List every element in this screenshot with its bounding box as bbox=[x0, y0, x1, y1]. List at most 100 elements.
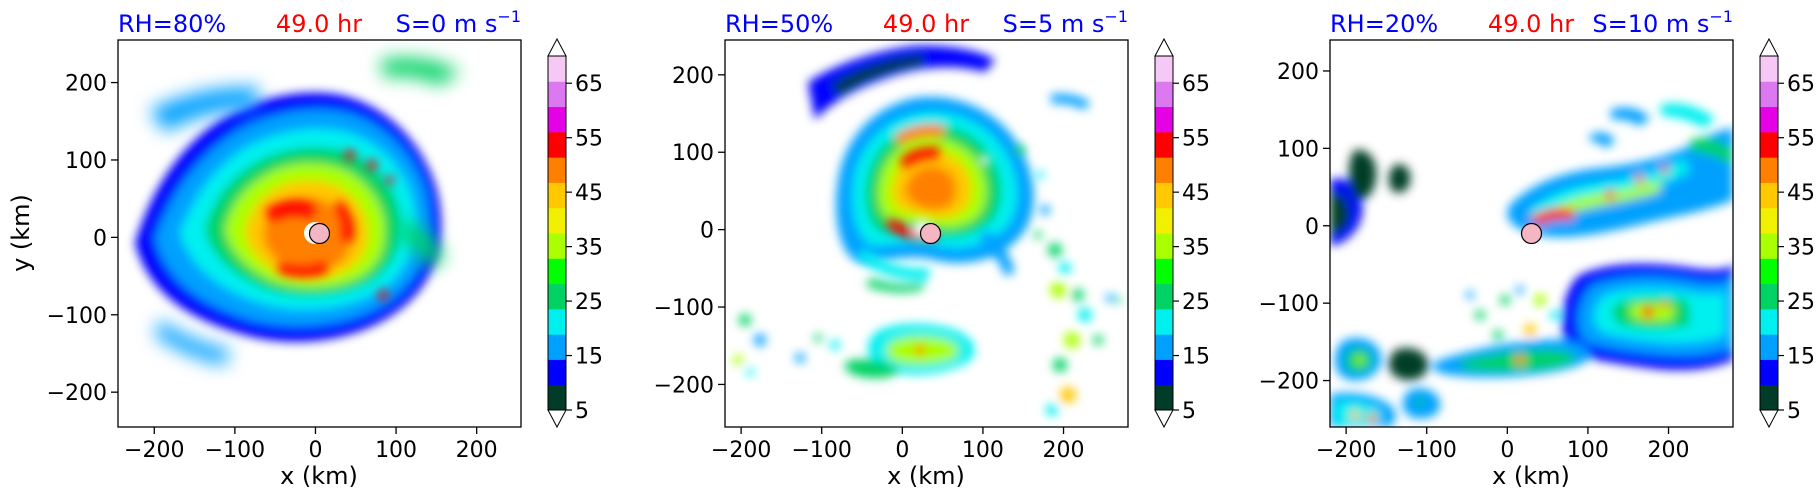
panel-3-frame bbox=[1329, 39, 1734, 428]
colorbar-frame bbox=[1154, 55, 1174, 411]
x-tick-label: 0 bbox=[895, 438, 909, 463]
panel-2-title-right-exp: −1 bbox=[1104, 7, 1128, 26]
colorbar-tick-label: 45 bbox=[575, 181, 603, 206]
panel-2-field bbox=[725, 40, 1128, 427]
panel-3-colorbar: 5 15 25 35 45 55 65 bbox=[1759, 37, 1815, 429]
panel-1-title-right-main: S=0 m s bbox=[396, 10, 498, 38]
y-tick-label: −100 bbox=[47, 304, 107, 329]
panel-2-xlabel: x (km) bbox=[887, 462, 965, 490]
colorbar-tick-label: 65 bbox=[1182, 72, 1210, 97]
colorbar-segment bbox=[548, 207, 566, 234]
colorbar-segment bbox=[1760, 384, 1778, 411]
x-tick-label: 200 bbox=[1043, 438, 1085, 463]
y-tick-label: −100 bbox=[654, 296, 714, 321]
panel-1-ylabel: y (km) bbox=[7, 194, 35, 272]
colorbar-extend-max bbox=[547, 37, 567, 57]
colorbar-segment bbox=[548, 283, 566, 310]
colorbar-segment bbox=[548, 56, 566, 82]
colorbar-segment bbox=[1760, 131, 1778, 158]
colorbar-segment bbox=[548, 81, 566, 108]
x-tick-label: 200 bbox=[456, 438, 498, 463]
colorbar-segment bbox=[548, 106, 566, 133]
colorbar-frame bbox=[1759, 55, 1779, 411]
colorbar-segment bbox=[548, 308, 566, 335]
colorbar-segment bbox=[1155, 258, 1173, 285]
y-tick-label: 100 bbox=[1277, 137, 1319, 162]
x-tick-label: 0 bbox=[1500, 438, 1514, 463]
colorbar-tick-label: 15 bbox=[1182, 345, 1210, 370]
x-tick-label: −200 bbox=[1316, 438, 1376, 463]
x-tick-label: −200 bbox=[711, 438, 771, 463]
panel-1-title-center: 49.0 hr bbox=[276, 10, 362, 38]
panel-2-title-center: 49.0 hr bbox=[883, 10, 969, 38]
panel-3-title-left: RH=20% bbox=[1330, 10, 1438, 38]
panel-3-y-ticks: −200 −100 0 100 200 bbox=[1259, 60, 1330, 395]
panel-2-title-right: S=5 m s−1 bbox=[1003, 7, 1128, 38]
colorbar-segment bbox=[1155, 182, 1173, 209]
x-tick-label: 200 bbox=[1648, 438, 1690, 463]
panel-1-colorbar: 5 15 25 35 45 55 65 bbox=[547, 37, 603, 429]
x-tick-label: −100 bbox=[1397, 438, 1457, 463]
colorbar-segment bbox=[1760, 182, 1778, 209]
colorbar-tick-label: 35 bbox=[1182, 236, 1210, 261]
colorbar-segment bbox=[548, 258, 566, 285]
colorbar-segment bbox=[1155, 359, 1173, 386]
panel-2: RH=50% 49.0 hr S=5 m s−1 bbox=[654, 7, 1129, 490]
colorbar-segment bbox=[548, 359, 566, 386]
colorbar-tick-label: 55 bbox=[575, 127, 603, 152]
colorbar-segment bbox=[1760, 258, 1778, 285]
panel-1-center-marker bbox=[308, 222, 331, 245]
x-tick-label: −100 bbox=[205, 438, 265, 463]
colorbar-segment bbox=[1155, 233, 1173, 259]
y-tick-label: 100 bbox=[65, 149, 107, 174]
panel-2-y-ticks: −200 −100 0 100 200 bbox=[654, 64, 725, 398]
colorbar-segment bbox=[1760, 359, 1778, 386]
colorbar-tick-label: 35 bbox=[1787, 236, 1815, 261]
colorbar-tick-label: 45 bbox=[1787, 181, 1815, 206]
panel-3-x-ticks: −200 −100 0 100 200 bbox=[1316, 427, 1690, 463]
panel-1-title-right-exp: −1 bbox=[497, 7, 521, 26]
colorbar-tick-label: 55 bbox=[1182, 127, 1210, 152]
colorbar-tick-label: 65 bbox=[1787, 72, 1815, 97]
panel-2-frame bbox=[724, 39, 1129, 428]
colorbar-tick-label: 55 bbox=[1787, 127, 1815, 152]
y-tick-label: 0 bbox=[700, 219, 714, 244]
colorbar-segment bbox=[548, 157, 566, 183]
panel-3-xlabel: x (km) bbox=[1492, 462, 1570, 490]
colorbar-segment bbox=[548, 182, 566, 209]
y-tick-label: −200 bbox=[654, 373, 714, 398]
panel-1-y-ticks: −200 −100 0 100 200 bbox=[47, 72, 118, 406]
colorbar-segment bbox=[1155, 56, 1173, 82]
colorbar-segment bbox=[1155, 207, 1173, 234]
panel-1-title-right: S=0 m s−1 bbox=[396, 7, 521, 38]
y-tick-label: 200 bbox=[1277, 60, 1319, 85]
panel-1-field bbox=[118, 40, 521, 427]
panel-1-frame bbox=[117, 39, 522, 428]
y-tick-label: 100 bbox=[672, 141, 714, 166]
y-tick-label: 200 bbox=[672, 64, 714, 89]
colorbar-extend-min bbox=[1759, 409, 1779, 429]
x-tick-label: 100 bbox=[375, 438, 417, 463]
colorbar-tick-label: 5 bbox=[1182, 399, 1196, 424]
x-tick-label: −100 bbox=[792, 438, 852, 463]
panel-3-title-center: 49.0 hr bbox=[1488, 10, 1574, 38]
panel-2-title-right-main: S=5 m s bbox=[1003, 10, 1105, 38]
colorbar-segment bbox=[1155, 157, 1173, 183]
colorbar-extend-max bbox=[1759, 37, 1779, 57]
colorbar-tick-label: 25 bbox=[1787, 290, 1815, 315]
colorbar-tick-label: 65 bbox=[575, 72, 603, 97]
colorbar-segment bbox=[1760, 81, 1778, 108]
x-tick-label: 0 bbox=[308, 438, 322, 463]
colorbar-segment bbox=[1760, 56, 1778, 82]
panel-3-title-right-main: S=10 m s bbox=[1592, 10, 1709, 38]
colorbar-segment bbox=[1760, 233, 1778, 259]
colorbar-tick-label: 35 bbox=[575, 236, 603, 261]
colorbar-extend-max bbox=[1154, 37, 1174, 57]
colorbar-tick-label: 45 bbox=[1182, 181, 1210, 206]
y-tick-label: −200 bbox=[1259, 370, 1319, 395]
x-tick-label: 100 bbox=[962, 438, 1004, 463]
panel-3-center-marker bbox=[1520, 222, 1543, 245]
colorbar-segment bbox=[548, 233, 566, 259]
y-tick-label: −200 bbox=[47, 381, 107, 406]
colorbar-tick-label: 25 bbox=[575, 290, 603, 315]
